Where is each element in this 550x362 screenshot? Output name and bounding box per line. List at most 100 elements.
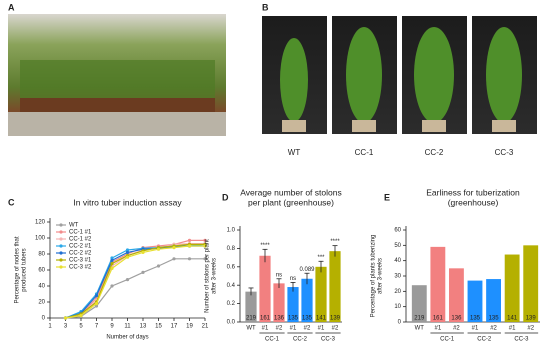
group-label: CC-3 [321,337,336,343]
group-label: CC-1 [265,337,280,343]
bar [329,251,341,322]
photo-caption: CC-1 [355,148,374,157]
y-tick-label: 0 [42,316,46,322]
photo-plants [8,60,226,136]
panel-letter: E [384,192,390,202]
group-label: CC-1 [440,337,455,343]
bar [287,287,299,322]
x-tick-label: #1 [435,326,442,332]
bar-label: 141 [507,316,518,322]
point [79,314,83,318]
legend-label: CC-2 #1 [69,244,92,250]
y-tick-label: 0.8 [227,246,236,252]
group-label: CC-3 [514,337,529,343]
bar [523,245,539,322]
y-tick-label: 20 [394,289,401,295]
bar [486,279,501,322]
x-tick-label: #2 [304,326,311,332]
legend-marker [59,237,63,241]
bar [315,266,327,322]
y-tick-label: 80 [38,252,45,258]
legend-marker [59,244,63,248]
bar [259,255,271,322]
bar [467,280,483,322]
y-tick-label: 60 [38,268,45,274]
series-line [65,258,205,319]
series-line [65,243,205,319]
point [125,250,130,254]
bar [430,246,446,322]
panel-letter: D [222,192,229,202]
x-tick-label: 7 [95,324,99,330]
point [203,238,207,242]
y-axis-label: Percentage of nodes that [15,236,21,303]
x-tick-label: #2 [276,326,283,332]
point [156,247,161,251]
legend-label: CC-3 #1 [69,258,92,264]
point [110,258,114,262]
series-line [65,245,205,319]
point [187,238,192,242]
legend-marker [59,258,63,262]
y-tick-label: 0.0 [227,320,236,326]
point [110,256,114,260]
x-tick-label: 13 [140,324,147,330]
point [94,304,99,308]
significance-label: *** [317,255,325,261]
point [110,284,114,288]
bar-label: 136 [274,316,285,322]
point [187,244,192,248]
bar-label: 139 [330,316,341,322]
y-tick-label: 20 [38,300,45,306]
bar-label: 135 [489,316,500,322]
x-tick-label: 15 [155,324,162,330]
photo-plants-row [262,16,537,134]
x-tick-label: 19 [186,324,193,330]
bar [449,268,464,322]
y-tick-label: 1.0 [227,228,236,234]
legend-marker [59,230,63,234]
group-label: CC-2 [477,337,492,343]
bar [504,254,520,322]
y-tick-label: 50 [394,243,401,249]
y-tick-label: 0.4 [227,283,236,289]
point [156,264,161,268]
bar [411,285,427,322]
bar-label: 135 [288,316,299,322]
y-axis-label: Percentage of plants tuberizing [371,235,377,318]
point [141,250,145,254]
chart-title: Average number of stolons [240,187,341,197]
y-axis-label: produced tubers [22,248,28,291]
chart-title: (greenhouse) [448,197,499,207]
bar-label: 139 [526,316,537,322]
y-tick-label: 30 [394,274,401,280]
y-tick-label: 40 [394,258,401,264]
legend-label: WT [69,223,79,229]
legend-marker [59,223,63,227]
y-tick-label: 60 [394,228,401,234]
y-tick-label: 0 [398,320,402,326]
point [141,270,145,274]
x-tick-label: #2 [453,326,460,332]
point [63,316,68,320]
y-axis-label: after 3-weeks [212,258,218,294]
bar [301,278,313,322]
point [203,244,207,248]
legend-label: CC-1 #2 [69,237,92,243]
point [187,257,192,261]
x-tick-label: #2 [332,326,339,332]
point [110,262,114,266]
x-tick-label: #1 [472,326,479,332]
chart-title: per plant (greenhouse) [248,197,334,207]
significance-label: **** [260,243,270,249]
x-tick-label: #1 [509,326,516,332]
x-tick-label: 11 [124,324,131,330]
y-axis-label: after 3-weeks [378,258,384,294]
bar-label: 135 [302,316,313,322]
point [110,266,114,270]
y-axis-label: Number of stolons per plant [205,239,211,313]
x-tick-label: 3 [64,324,68,330]
bar-label: 135 [470,316,481,322]
legend-label: CC-1 #1 [69,230,92,236]
